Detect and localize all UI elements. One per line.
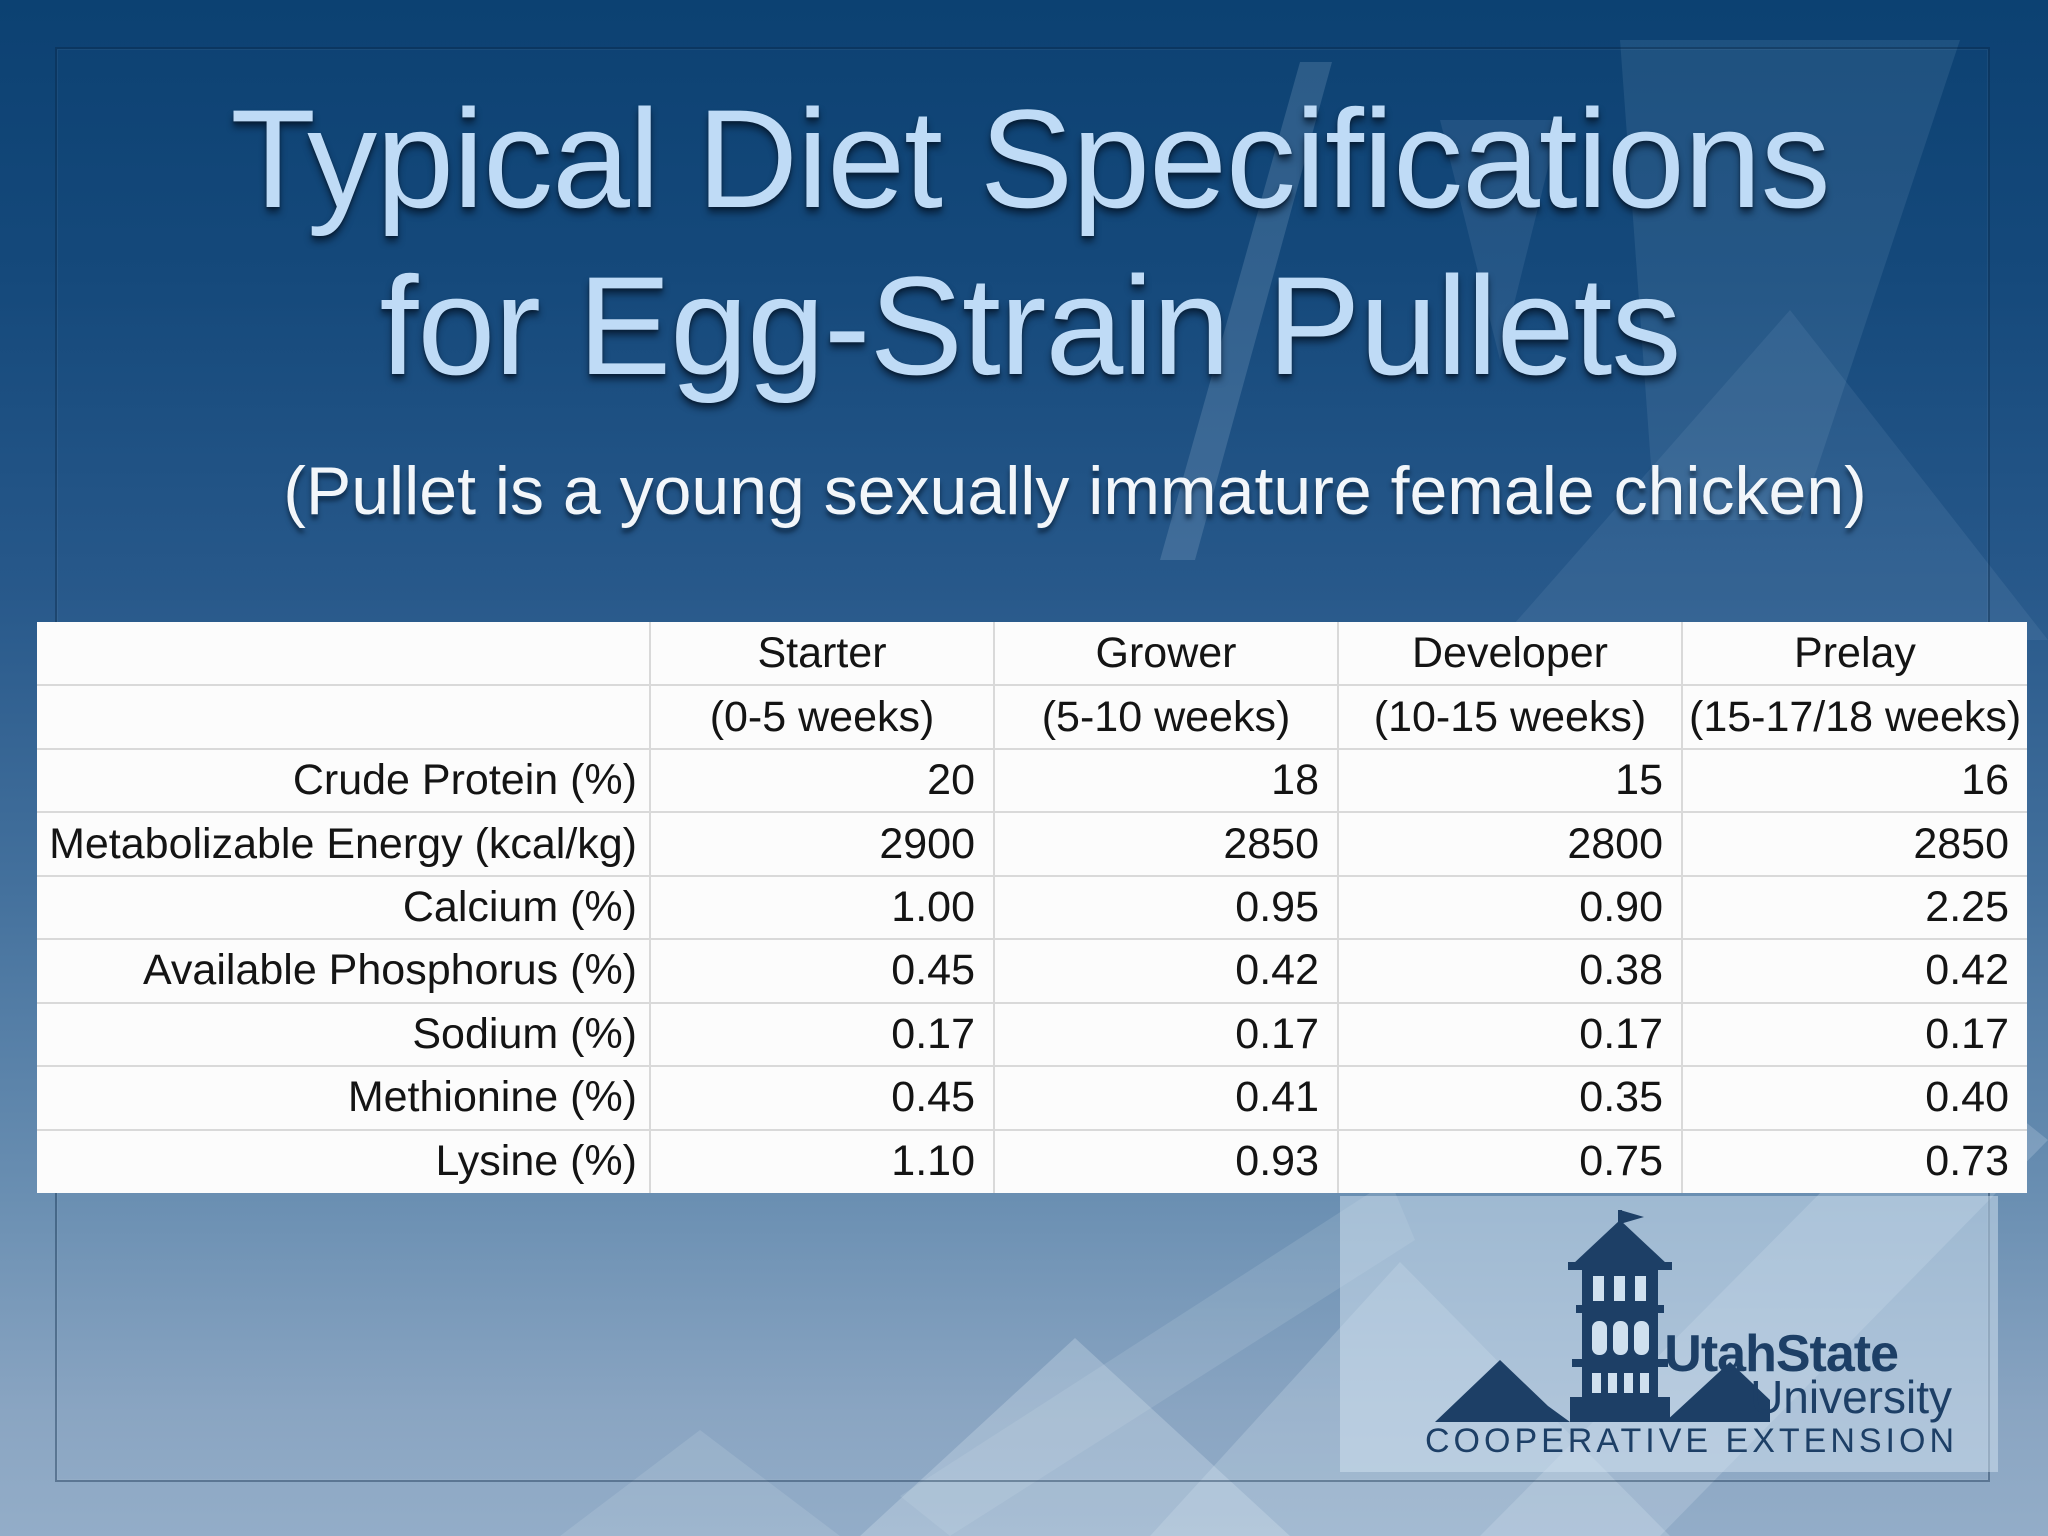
cell-value: 2.25 <box>1681 874 2027 940</box>
cell-value: 0.45 <box>649 938 994 1003</box>
table-subheader-row: (0-5 weeks) (5-10 weeks) (10-15 weeks) (… <box>37 684 2027 749</box>
cell-value: 0.73 <box>1681 1128 2027 1193</box>
cell-value: 0.17 <box>1337 1001 1682 1067</box>
subheader-cell-grower: (5-10 weeks) <box>993 684 1338 749</box>
cell-value: 0.42 <box>993 938 1338 1003</box>
header-cell-starter: Starter <box>649 622 994 686</box>
diet-spec-table: Starter Grower Developer Prelay (0-5 wee… <box>37 622 2027 1193</box>
usu-tower-mountains-icon <box>1435 1210 1770 1422</box>
cell-value: 0.17 <box>649 1001 994 1067</box>
table-row: Crude Protein (%) 20 18 15 16 <box>37 747 2027 813</box>
cell-value: 0.38 <box>1337 938 1682 1003</box>
cell-value: 2850 <box>1681 811 2027 876</box>
usu-logo-tagline: COOPERATIVE EXTENSION <box>1425 1422 1959 1460</box>
cell-value: 0.45 <box>649 1065 994 1130</box>
slide-subtitle: (Pullet is a young sexually immature fem… <box>283 453 1867 529</box>
cell-value: 0.40 <box>1681 1065 2027 1130</box>
cell-value: 1.00 <box>649 874 994 940</box>
subheader-cell <box>37 684 650 749</box>
cell-value: 0.95 <box>993 874 1338 940</box>
header-cell-grower: Grower <box>993 622 1338 686</box>
row-label: Lysine (%) <box>37 1128 650 1193</box>
cell-value: 18 <box>993 747 1338 813</box>
row-label: Crude Protein (%) <box>37 747 650 813</box>
cell-value: 20 <box>649 747 994 813</box>
cell-value: 0.75 <box>1337 1128 1682 1193</box>
table-row: Calcium (%) 1.00 0.95 0.90 2.25 <box>37 874 2027 940</box>
table-row: Lysine (%) 1.10 0.93 0.75 0.73 <box>37 1128 2027 1193</box>
cell-value: 2900 <box>649 811 994 876</box>
cell-value: 0.93 <box>993 1128 1338 1193</box>
row-label: Methionine (%) <box>37 1065 650 1130</box>
cell-value: 15 <box>1337 747 1682 813</box>
row-label: Calcium (%) <box>37 874 650 940</box>
subheader-cell-starter: (0-5 weeks) <box>649 684 994 749</box>
header-cell-prelay: Prelay <box>1681 622 2027 686</box>
row-label: Available Phosphorus (%) <box>37 938 650 1003</box>
subheader-cell-developer: (10-15 weeks) <box>1337 684 1682 749</box>
cell-value: 0.35 <box>1337 1065 1682 1130</box>
usu-logo-name-bottom: University <box>1750 1371 1952 1423</box>
cell-value: 1.10 <box>649 1128 994 1193</box>
usu-logo-name-top: UtahState <box>1664 1325 1899 1383</box>
table-row: Available Phosphorus (%) 0.45 0.42 0.38 … <box>37 938 2027 1003</box>
slide-title-line1: Typical Diet Specifications <box>230 80 1830 237</box>
cell-value: 0.42 <box>1681 938 2027 1003</box>
row-label: Sodium (%) <box>37 1001 650 1067</box>
table-row: Methionine (%) 0.45 0.41 0.35 0.40 <box>37 1065 2027 1130</box>
cell-value: 16 <box>1681 747 2027 813</box>
table-row: Metabolizable Energy (kcal/kg) 2900 2850… <box>37 811 2027 876</box>
header-cell-developer: Developer <box>1337 622 1682 686</box>
usu-logo-panel: UtahState University COOPERATIVE EXTENSI… <box>1340 1196 1998 1472</box>
subheader-cell-prelay: (15-17/18 weeks) <box>1681 684 2027 749</box>
cell-value: 2800 <box>1337 811 1682 876</box>
cell-value: 2850 <box>993 811 1338 876</box>
table-row: Sodium (%) 0.17 0.17 0.17 0.17 <box>37 1001 2027 1067</box>
slide-title: Typical Diet Specifications for Egg-Stra… <box>0 76 2048 409</box>
row-label: Metabolizable Energy (kcal/kg) <box>37 811 650 876</box>
cell-value: 0.17 <box>993 1001 1338 1067</box>
header-cell <box>37 622 650 685</box>
slide-title-line2: for Egg-Strain Pullets <box>379 246 1682 404</box>
cell-value: 0.90 <box>1337 874 1682 940</box>
cell-value: 0.17 <box>1681 1001 2027 1067</box>
cell-value: 0.41 <box>993 1065 1338 1130</box>
table-header-row: Starter Grower Developer Prelay <box>37 622 2027 686</box>
